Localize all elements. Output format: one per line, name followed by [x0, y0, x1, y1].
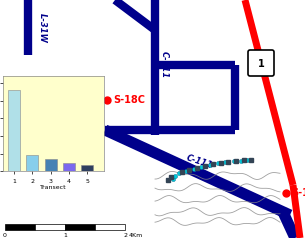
Text: 1: 1: [258, 59, 264, 69]
Bar: [81, 165, 93, 171]
Bar: [95, 224, 125, 230]
Text: C-111: C-111: [185, 154, 214, 170]
Bar: [35, 224, 65, 230]
Bar: [45, 159, 57, 171]
Bar: [8, 90, 20, 171]
Bar: [27, 155, 38, 171]
Text: S-18C: S-18C: [113, 95, 145, 105]
Bar: [63, 163, 75, 171]
Text: L-31W: L-31W: [38, 13, 47, 43]
FancyBboxPatch shape: [248, 50, 274, 76]
Text: C-111: C-111: [160, 51, 169, 79]
Text: 1: 1: [63, 233, 67, 238]
Bar: [5, 224, 35, 230]
X-axis label: Transect: Transect: [40, 185, 67, 190]
Text: 2: 2: [123, 233, 127, 238]
Text: S-197: S-197: [291, 188, 305, 198]
Bar: [65, 224, 95, 230]
Text: 0: 0: [3, 233, 7, 238]
Text: 4Km: 4Km: [129, 233, 143, 238]
